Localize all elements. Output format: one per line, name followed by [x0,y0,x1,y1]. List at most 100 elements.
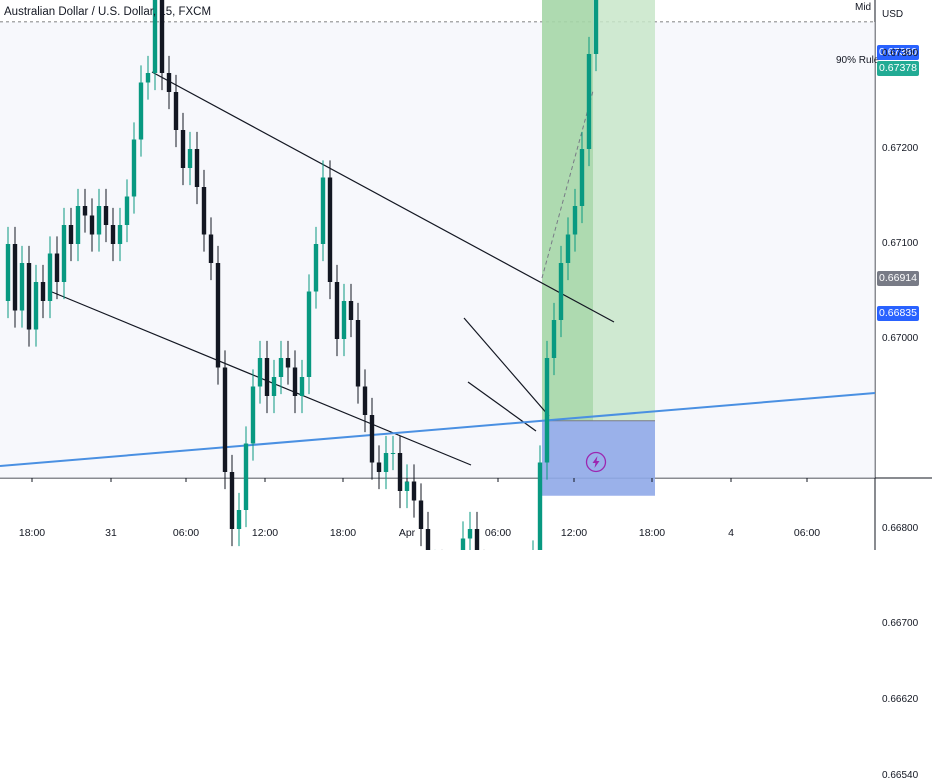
candle-body [131,139,137,197]
profit-zone [593,0,655,421]
price-tag-top-green: 0.67378 [877,61,919,76]
x-tick-label: 31 [105,527,117,539]
candle-body [572,206,578,235]
candle-body [341,301,347,339]
candle-body [355,320,361,387]
candle-body [593,0,599,54]
x-tick-label: Apr [398,527,416,539]
candle-body [26,263,32,330]
y-tick-label: 0.67300 [882,48,919,59]
loss-zone [542,420,655,496]
candle-body [369,415,375,463]
candle-body [362,386,368,415]
candle-body [61,225,67,282]
candle-body [82,206,88,216]
candle-body [327,177,333,282]
x-tick-label: 06:00 [793,527,821,539]
candle-body [334,282,340,339]
x-tick-label: 18:00 [638,527,666,539]
candle-body [229,472,235,529]
price-tag-entry: 0.66914 [877,271,919,286]
candle-body [299,377,305,396]
x-tick-label: 06:00 [172,527,200,539]
x-tick-label: 18:00 [329,527,357,539]
candle-body [145,73,151,83]
candle-body [138,82,144,140]
candle-body [124,196,130,225]
candle-body [320,177,326,244]
candle-body [103,206,109,225]
candle-body [173,92,179,130]
y-tick-label: 0.66800 [882,523,919,534]
candle-body [75,206,81,244]
price-tag-stop: 0.66835 [877,306,919,321]
candle-body [348,301,354,320]
candle-body [425,529,431,550]
candle-body [306,291,312,377]
candle-body [110,225,116,244]
candle-body [474,529,480,550]
candle-body [12,244,18,311]
candle-body [201,187,207,235]
candle-body [264,358,270,396]
candle-body [236,510,242,529]
candle-body [96,206,102,235]
candle-body [376,462,382,472]
candle-body [586,54,592,149]
candle-body [558,263,564,320]
price-tag-top-blue: 0.67380 [877,45,919,60]
candle-body [159,0,165,73]
candle-body [152,0,158,73]
candle-body [222,367,228,472]
candle-body [89,215,95,235]
x-tick-label: 12:00 [560,527,588,539]
candle-body [33,282,39,330]
candle-body [250,386,256,444]
rule-label: 90% Rule [836,55,880,66]
candle-body [40,282,46,301]
candle-body [47,253,53,301]
x-tick-label: 06:00 [484,527,512,539]
session-shade [0,22,875,478]
candle-body [292,367,298,396]
candle-body [411,481,417,501]
y-tick-label: 0.66620 [882,694,919,705]
y-tick-label: 0.66540 [882,770,919,781]
candle-body [551,320,557,358]
candle-body [397,453,403,491]
candle-body [404,481,410,491]
candle-body [418,500,424,529]
candle-body [180,130,186,168]
lightning-icon[interactable] [585,451,607,473]
channel-upper-line [151,71,615,323]
y-tick-label: 0.67100 [882,238,919,249]
price-chart[interactable] [0,0,932,550]
candle-body [313,244,319,292]
mid-label: Mid [855,2,872,13]
candle-body [537,462,543,550]
candle-body [194,149,200,187]
projection-line [541,90,594,279]
candle-body [544,358,550,463]
candle-body [579,149,585,206]
y-tick-label: 0.66700 [882,618,919,629]
x-tick-label: 18:00 [18,527,46,539]
wedge-upper-line [463,317,550,417]
y-tick-label: 0.67200 [882,143,919,154]
profit-zone-filled [542,0,593,421]
currency-label[interactable]: USD [882,9,904,20]
candle-body [285,358,291,368]
candle-body [19,263,25,311]
candle-body [187,149,193,168]
candle-body [208,234,214,263]
candle-body [278,358,284,377]
candle-body [215,263,221,368]
candle-body [460,538,466,550]
candle-body [271,377,277,396]
candle-body [54,253,60,282]
candle-body [565,234,571,263]
candle-body [257,358,263,387]
candle-body [243,443,249,510]
candle-body [5,244,11,301]
support-trendline [0,392,876,467]
